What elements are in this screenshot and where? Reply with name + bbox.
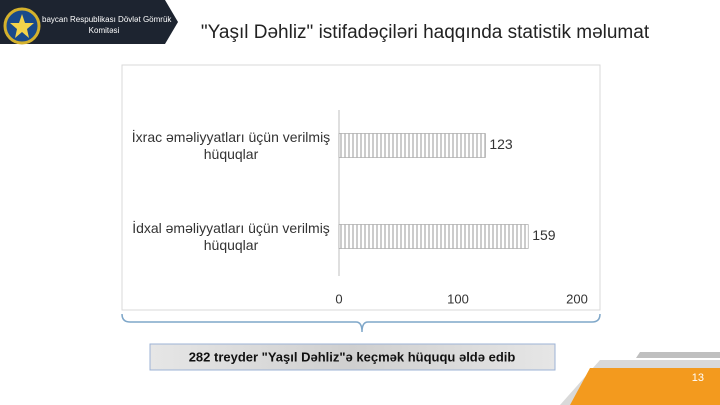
slide-title: "Yaşıl Dəhliz" istifadəçiləri haqqında s… <box>201 22 650 43</box>
bar <box>338 224 529 249</box>
x-tick-label: 200 <box>566 291 588 306</box>
header-banner <box>0 0 178 44</box>
footer-stripe <box>636 352 720 358</box>
chart-frame <box>121 64 601 311</box>
value-label: 123 <box>489 136 513 152</box>
logo-star <box>10 14 34 38</box>
category-label: İdxal əməliyyatları üçün verilmiş hüquql… <box>132 219 330 253</box>
summary-box <box>149 343 556 371</box>
page-number: 13 <box>692 372 704 384</box>
value-label: 159 <box>532 227 556 243</box>
org-name: baycan Respublikası Dövlət Gömrük <box>42 15 172 24</box>
category-label: İxrac əməliyyatları üçün verilmiş hüquql… <box>131 128 331 162</box>
summary-text: 282 treyder "Yaşıl Dəhliz"ə keçmək hüquq… <box>189 349 516 364</box>
org-name: Komitəsi <box>89 26 120 35</box>
x-tick-label: 0 <box>335 291 342 306</box>
footer-accent <box>570 368 720 405</box>
bar <box>338 133 486 158</box>
bracket <box>121 313 601 333</box>
x-tick-label: 100 <box>447 291 469 306</box>
